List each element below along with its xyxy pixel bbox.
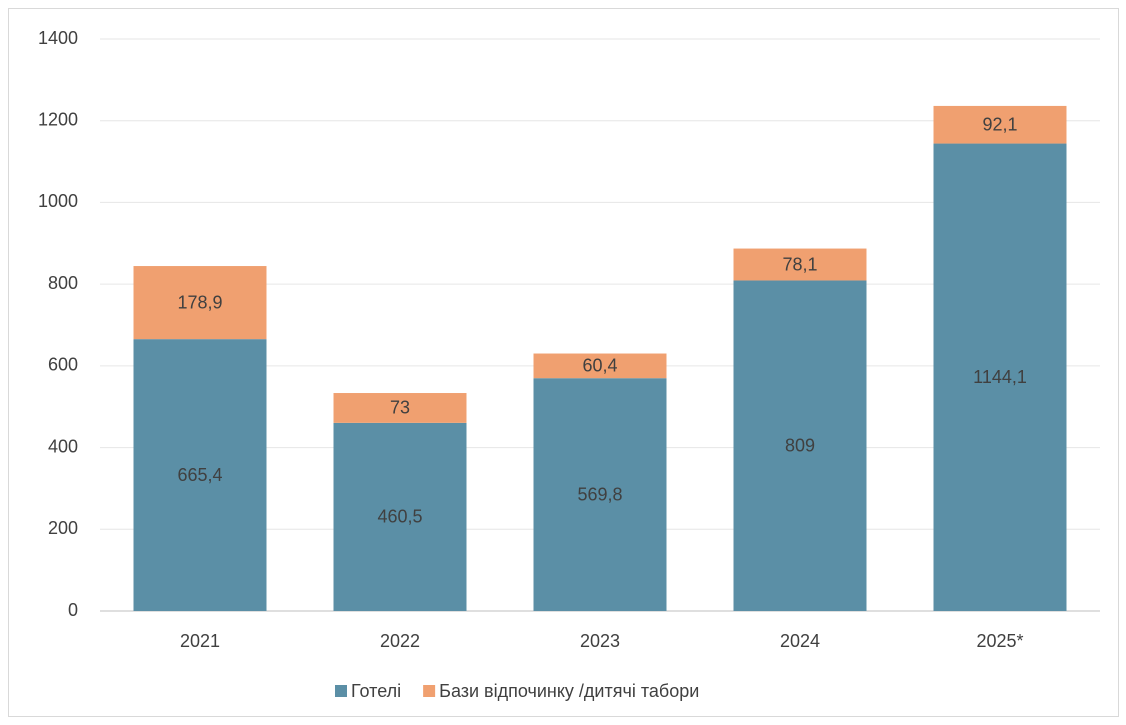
data-label: 78,1 <box>782 254 817 274</box>
y-tick-label: 0 <box>68 600 78 620</box>
y-tick-label: 600 <box>48 355 78 375</box>
y-tick-label: 200 <box>48 518 78 538</box>
data-label: 809 <box>785 435 815 455</box>
x-tick-label: 2021 <box>180 631 220 651</box>
y-tick-label: 1000 <box>38 191 78 211</box>
data-label: 92,1 <box>982 114 1017 134</box>
legend-label: Готелі <box>351 681 401 701</box>
bar-segment <box>133 266 267 340</box>
data-label: 665,4 <box>177 465 222 485</box>
y-tick-label: 400 <box>48 436 78 456</box>
legend-swatch <box>423 685 436 697</box>
x-tick-label: 2024 <box>780 631 820 651</box>
x-tick-label: 2023 <box>580 631 620 651</box>
legend-label: Бази відпочинку /дитячі табори <box>439 681 699 701</box>
data-label: 1144,1 <box>973 367 1027 387</box>
bar-segment <box>533 353 667 379</box>
bar-segment <box>133 339 267 611</box>
bar-segment <box>733 248 867 281</box>
bar-segment <box>533 378 667 611</box>
data-label: 569,8 <box>577 484 622 504</box>
bar-segment <box>333 422 467 611</box>
y-tick-label: 1400 <box>38 28 78 48</box>
bar-segment <box>933 143 1067 612</box>
x-tick-label: 2025* <box>976 631 1023 651</box>
legend-swatch <box>335 685 347 697</box>
data-label: 178,9 <box>177 292 222 312</box>
y-tick-label: 800 <box>48 273 78 293</box>
data-label: 73 <box>390 398 410 418</box>
bar-segment <box>333 393 467 423</box>
bar-segment <box>933 105 1067 144</box>
x-tick-label: 2022 <box>380 631 420 651</box>
data-label: 460,5 <box>377 507 422 527</box>
y-tick-label: 1200 <box>38 109 78 129</box>
data-label: 60,4 <box>582 356 617 376</box>
bar-segment <box>733 280 867 611</box>
